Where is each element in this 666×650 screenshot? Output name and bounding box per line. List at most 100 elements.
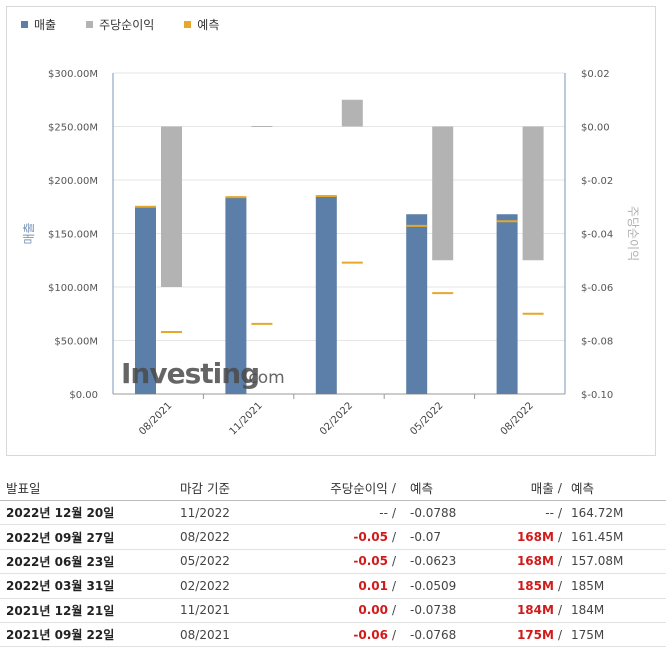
- header-revenue-slash: /: [557, 480, 562, 495]
- header-revenue-forecast[interactable]: 예측: [571, 481, 595, 496]
- row-revenue-forecast-value: 184M: [571, 603, 605, 618]
- row-revenue: 168M /: [517, 525, 562, 548]
- x-tick-label: 08/2021: [137, 400, 174, 437]
- watermark-suffix: .com: [243, 368, 285, 388]
- row-period-value: 08/2022: [180, 530, 230, 545]
- row-revenue-slash: /: [557, 505, 562, 520]
- row-eps-value: -0.05: [353, 530, 388, 545]
- header-revenue-label: 매출: [530, 481, 554, 496]
- row-eps-forecast-value: -0.0788: [410, 505, 457, 520]
- row-eps-slash: /: [391, 578, 396, 593]
- row-eps-forecast-value: -0.0738: [410, 603, 457, 618]
- row-revenue: 185M /: [517, 574, 562, 597]
- table-header-row: 발표일 마감 기준 주당순이익 / 예측 매출 / 예측: [0, 475, 666, 501]
- row-eps: -- /: [379, 501, 396, 524]
- row-date: 2021년 12월 21일: [6, 599, 114, 622]
- row-revenue-value: 185M: [516, 578, 554, 593]
- row-date: 2021년 09월 22일: [6, 623, 114, 646]
- legend-item-forecast[interactable]: 예측: [184, 16, 219, 33]
- row-period-value: 11/2021: [180, 603, 230, 618]
- row-date-value: 2022년 09월 27일: [6, 530, 115, 545]
- right-tick-label: $-0.10: [581, 390, 613, 401]
- earnings-chart: $0.00 $50.00M $100.00M $150.00M $200.00M $250…: [22, 69, 640, 437]
- row-revenue-forecast: 185M: [571, 574, 604, 597]
- row-period: 08/2021: [180, 623, 230, 646]
- header-eps-label: 주당순이익: [330, 481, 388, 496]
- table-row: 2022년 06월 23일 05/2022 -0.05/-0.0623 168M/15…: [0, 550, 666, 575]
- revenue-bar: [496, 214, 518, 394]
- row-revenue-forecast-value: 185M: [571, 578, 605, 593]
- revenue-bar: [406, 214, 428, 394]
- row-eps-value: 0.00: [358, 603, 388, 618]
- row-eps-value: --: [379, 505, 388, 520]
- watermark-brand: Investing: [121, 357, 259, 390]
- row-revenue-forecast-value: 164.72M: [571, 505, 624, 520]
- table-row: 2022년 12월 20일 11/2022 -- / -0.0788 --/164.72M: [0, 501, 666, 526]
- row-eps-value: -0.05: [353, 554, 388, 569]
- row-revenue: 175M /: [517, 623, 562, 646]
- left-tick-label: $300.00M: [48, 69, 98, 80]
- right-tick-label: $-0.02: [581, 176, 613, 187]
- row-date-value: 2021년 12월 21일: [6, 603, 115, 618]
- header-eps[interactable]: 주당순이익 /: [330, 475, 396, 500]
- row-revenue-forecast: 157.08M: [571, 550, 623, 573]
- header-date[interactable]: 발표일: [6, 481, 41, 496]
- row-eps-slash: /: [391, 505, 396, 520]
- legend-item-eps[interactable]: 주당순이익: [86, 16, 154, 33]
- revenue-bar: [135, 206, 156, 394]
- header-eps-forecast[interactable]: 예측: [410, 481, 434, 496]
- row-revenue-slash: /: [557, 627, 562, 642]
- right-tick-label: $-0.04: [581, 230, 613, 241]
- row-eps-slash: /: [391, 603, 396, 618]
- row-date-value: 2022년 06월 23일: [6, 554, 115, 569]
- revenue-bar: [315, 196, 337, 394]
- earnings-table: 발표일 마감 기준 주당순이익 / 예측 매출 / 예측 2022년 12월 2…: [0, 475, 666, 648]
- row-revenue-value: --: [545, 505, 554, 520]
- legend-item-revenue[interactable]: 매출: [21, 16, 56, 33]
- x-tick-label: 08/2022: [499, 400, 536, 437]
- row-period-value: 05/2022: [180, 554, 230, 569]
- row-revenue-forecast: 164.72M: [571, 501, 623, 524]
- left-tick-label: $100.00M: [48, 283, 98, 294]
- row-date: 2022년 03월 31일: [6, 574, 114, 597]
- legend-label-eps: 주당순이익: [99, 17, 155, 32]
- row-eps-forecast-value: -0.0768: [410, 627, 457, 642]
- row-eps-slash: /: [391, 627, 396, 642]
- row-eps-forecast: -0.0738: [410, 599, 456, 622]
- row-eps-forecast: -0.0509: [410, 574, 456, 597]
- row-period: 11/2022: [180, 501, 230, 524]
- row-period-value: 11/2022: [180, 505, 230, 520]
- header-revenue[interactable]: 매출 /: [531, 475, 562, 500]
- row-revenue-slash: /: [557, 578, 562, 593]
- row-revenue: 184M /: [517, 599, 562, 622]
- row-eps: -0.06/: [353, 623, 396, 646]
- row-eps: 0.01/: [358, 574, 396, 597]
- row-revenue-slash: /: [557, 554, 562, 569]
- row-eps: -0.05/: [353, 525, 396, 548]
- eps-bar: [341, 99, 363, 127]
- row-date-value: 2021년 09월 22일: [6, 628, 115, 643]
- revenue-bar: [225, 197, 247, 394]
- left-tick-label: $250.00M: [48, 123, 98, 134]
- row-eps: -0.05/: [353, 550, 396, 573]
- right-tick-label: $-0.06: [581, 283, 613, 294]
- row-revenue-forecast: 175M: [571, 623, 604, 646]
- row-period: 05/2022: [180, 550, 230, 573]
- row-revenue: -- /: [545, 501, 562, 524]
- right-tick-label: $-0.08: [581, 337, 613, 348]
- legend-swatch-forecast: [184, 20, 192, 28]
- right-tick-label: $0.02: [581, 69, 610, 80]
- chart-panel: 매출 주당순이익 예측 $0.00 $50.00M $100.00M $150.00M…: [6, 6, 656, 456]
- row-date-value: 2022년 03월 31일: [6, 579, 115, 594]
- right-tick-label: $0.00: [581, 123, 610, 134]
- row-date: 2022년 12월 20일: [6, 501, 114, 524]
- chart-legend: 매출 주당순이익 예측: [21, 15, 249, 33]
- row-revenue-slash: /: [557, 530, 562, 545]
- legend-swatch-eps: [86, 20, 94, 28]
- row-eps-forecast-value: -0.07: [410, 530, 442, 545]
- header-period[interactable]: 마감 기준: [180, 481, 230, 496]
- x-tick-label: 11/2021: [228, 400, 265, 437]
- table-row: 2022년 03월 31일 02/2022 0.01/-0.0509 185M/185…: [0, 574, 666, 599]
- x-tick-label: 02/2022: [318, 400, 355, 437]
- x-tick-label: 05/2022: [408, 400, 445, 437]
